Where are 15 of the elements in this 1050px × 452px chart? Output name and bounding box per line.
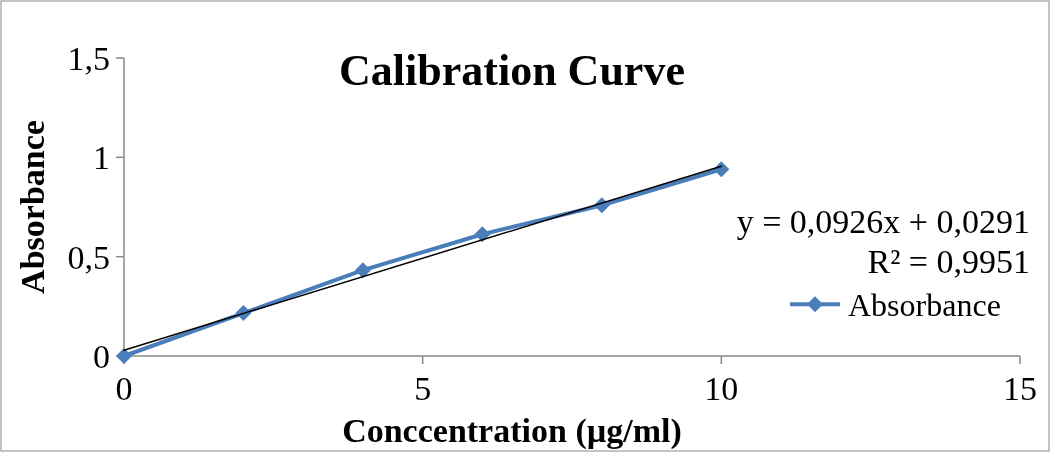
x-tick-label: 15 bbox=[1003, 370, 1037, 407]
y-axis-title: Absorbance bbox=[14, 120, 51, 294]
y-tick-label: 0 bbox=[93, 337, 110, 375]
y-tick-label: 1 bbox=[93, 139, 110, 177]
x-axis-title: Conccentration (µg/ml) bbox=[342, 412, 682, 450]
chart-title: Calibration Curve bbox=[339, 46, 685, 95]
y-tick-label: 1,5 bbox=[67, 39, 110, 77]
annotation: y = 0,0926x + 0,0291 bbox=[736, 202, 1030, 240]
legend-label: Absorbance bbox=[848, 286, 1001, 323]
annotation: R² = 0,9951 bbox=[867, 242, 1030, 280]
point bbox=[474, 226, 491, 243]
y-tick-label: 0,5 bbox=[67, 238, 110, 276]
point bbox=[354, 262, 371, 279]
x-tick-label: 10 bbox=[704, 370, 739, 407]
x-tick-label: 5 bbox=[414, 370, 432, 407]
